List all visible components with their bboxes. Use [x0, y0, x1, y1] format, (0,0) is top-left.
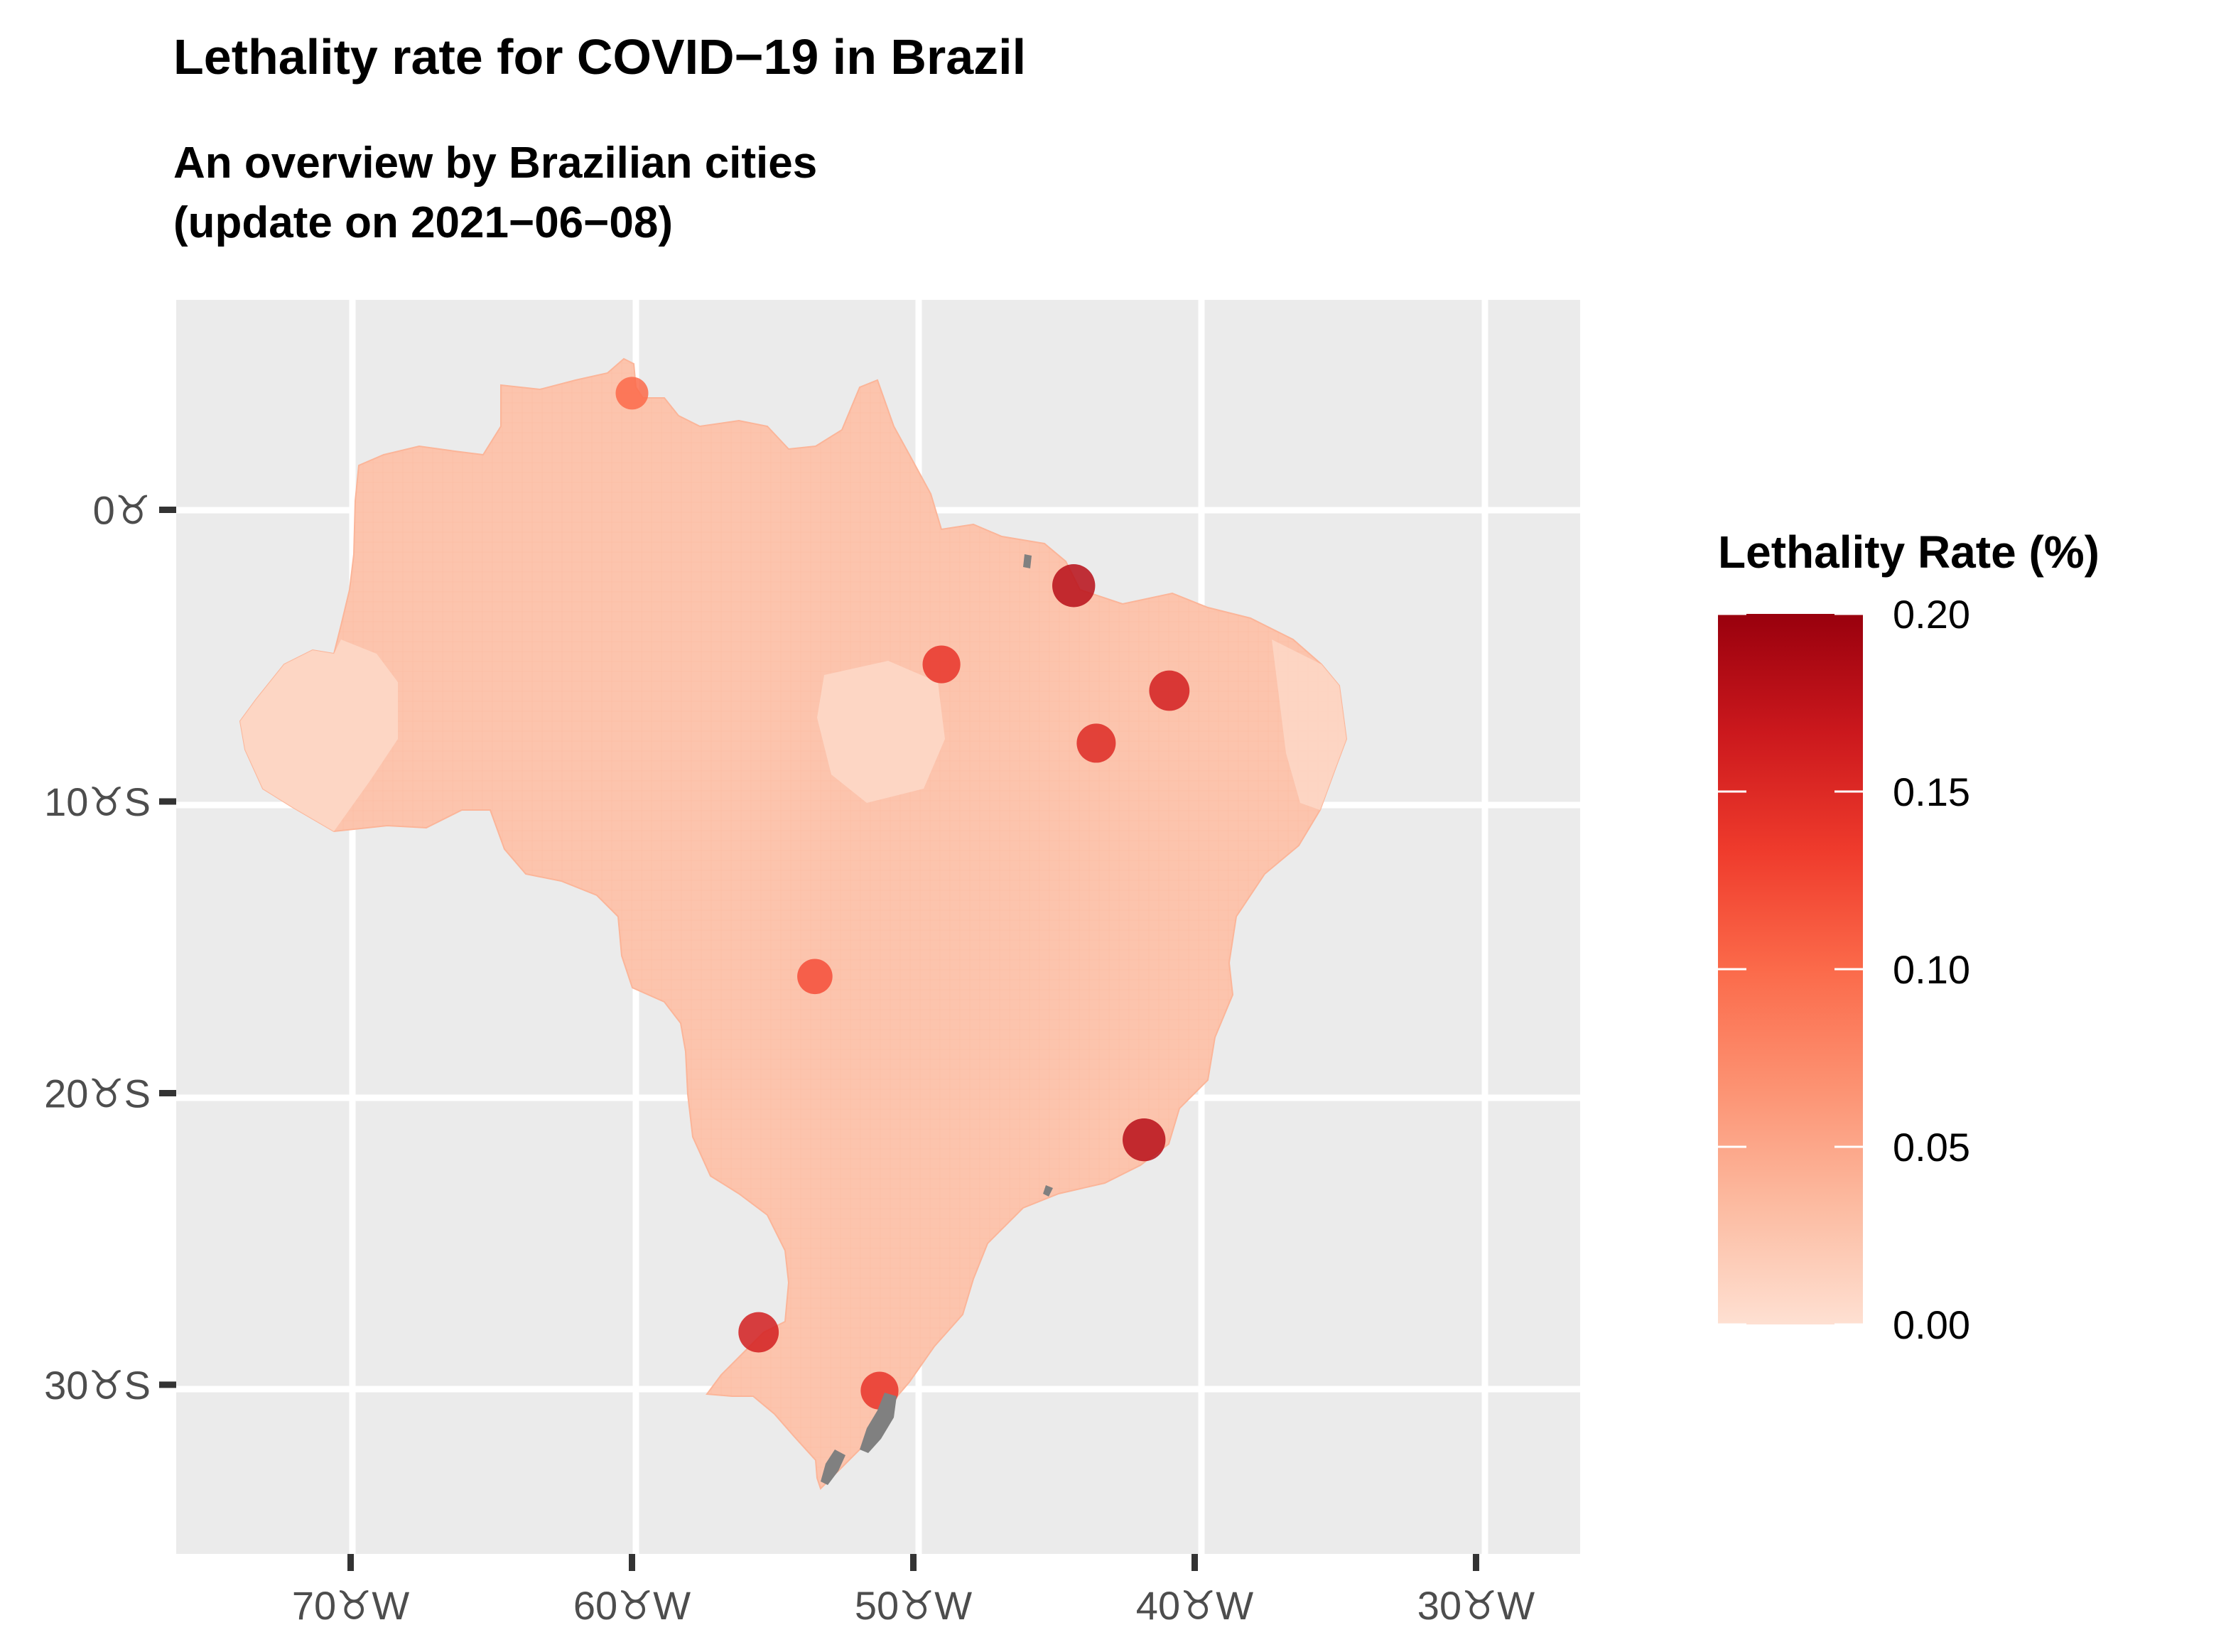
na-region-coastal-ma: [1023, 554, 1032, 568]
hotspot-maranhao-north: [1052, 564, 1096, 608]
hotspot-piaui-south: [1076, 723, 1116, 763]
y-tick-label-3: 30♉S: [44, 1363, 151, 1408]
na-region-coastal-se: [1043, 1185, 1053, 1197]
legend-tick-label-0: 0.00: [1893, 1302, 1970, 1347]
na-region-lagoa-dos-patos: [860, 1393, 897, 1453]
x-tick-label-2: 50♉W: [855, 1583, 972, 1628]
hotspot-para-east: [922, 645, 961, 684]
na-region-lagoa-mirim: [821, 1449, 845, 1485]
legend-tick-label-3: 0.15: [1893, 770, 1970, 814]
subtitle-line-1: An overview by Brazilian cities: [173, 139, 818, 188]
hotspot-espirito-santo-coast: [1123, 1118, 1166, 1162]
hotspot-bahia-central: [1149, 670, 1190, 711]
x-tick-label-1: 60♉W: [573, 1583, 691, 1628]
legend-tick-label-4: 0.20: [1893, 592, 1970, 637]
y-tick-label-0: 0♉: [93, 488, 151, 533]
chart-title: Lethality rate for COVID−19 in Brazil: [173, 29, 1027, 85]
hotspot-layer: [615, 377, 1190, 1410]
legend-tick-label-1: 0.05: [1893, 1125, 1970, 1170]
x-tick-label-4: 30♉W: [1417, 1583, 1535, 1628]
y-tick-label-1: 10♉S: [44, 779, 151, 824]
subtitle-line-2: (update on 2021−06−08): [173, 198, 673, 247]
legend-ticks: 0.00 0.05 0.10 0.15 0.20: [1718, 592, 1970, 1347]
x-axis: 70♉W 60♉W 50♉W 40♉W 30♉W: [292, 1554, 1535, 1628]
y-axis: 0♉ 10♉S 20♉S 30♉S: [44, 488, 176, 1408]
hotspot-mato-grosso-south: [797, 959, 833, 995]
brazil-municipal-texture: [240, 359, 1346, 1489]
region-central-para: [817, 661, 945, 803]
region-northeast-coast: [1272, 639, 1346, 810]
na-layer: [821, 554, 1053, 1485]
hotspot-rio-grande-do-sul-west: [738, 1312, 779, 1353]
legend: 0.00 0.05 0.10 0.15 0.20: [1718, 592, 1970, 1347]
hotspot-north-amapa: [615, 377, 649, 410]
x-tick-label-0: 70♉W: [292, 1583, 409, 1628]
region-western-amazon: [240, 639, 398, 831]
legend-title: Lethality Rate (%): [1718, 527, 2100, 578]
x-tick-label-3: 40♉W: [1136, 1583, 1253, 1628]
legend-tick-label-2: 0.10: [1893, 947, 1970, 992]
chart-subtitle: An overview by Brazilian cities (update …: [173, 134, 817, 253]
y-tick-label-2: 20♉S: [44, 1071, 151, 1116]
